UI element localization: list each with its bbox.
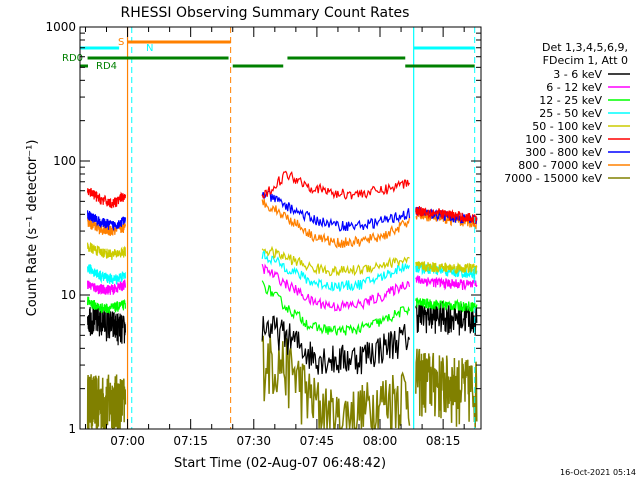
series-line-12-25-kev-p2 — [261, 280, 411, 336]
chart-title: RHESSI Observing Summary Count Rates — [121, 5, 410, 21]
series-line-7000-15000-kev-p1 — [86, 374, 127, 430]
series-line-3-6-kev-p3 — [415, 301, 478, 336]
series-line-100-300-kev-p1 — [87, 187, 126, 209]
series-line-300-800-kev-p1 — [87, 210, 126, 231]
series-line-25-50-kev-p3 — [415, 263, 478, 281]
x-axis-label: Start Time (02-Aug-07 06:48:42) — [174, 456, 386, 471]
x-tick-label: 08:15 — [426, 434, 461, 448]
flag-label-n: N — [146, 43, 153, 54]
x-tick-label: 07:45 — [300, 434, 335, 448]
series-line-100-300-kev-p3 — [415, 205, 478, 225]
flags-layer: S N RD0 RD4 — [62, 27, 476, 429]
series-line-800-7000-kev-p2 — [261, 198, 411, 249]
series-line-50-100-kev-p1 — [87, 241, 126, 260]
y-tick-label: 1 — [68, 422, 76, 436]
series-line-3-6-kev-p2 — [261, 315, 411, 375]
series-line-6-12-kev-p2 — [261, 263, 411, 312]
legend: Det 1,3,4,5,6,9, FDecim 1, Att 0 3 - 6 k… — [504, 41, 630, 185]
series-line-12-25-kev-p3 — [415, 296, 478, 313]
series-line-7000-15000-kev-p3 — [415, 348, 478, 428]
x-tick-label: 08:00 — [363, 434, 398, 448]
series-line-50-100-kev-p2 — [261, 245, 410, 277]
x-tick-label: 07:30 — [236, 434, 271, 448]
y-tick-label: 10 — [61, 288, 76, 302]
plot-frame — [79, 26, 482, 430]
series-line-6-12-kev-p1 — [87, 279, 126, 295]
y-axis-label: Count Rate (s⁻¹ detector⁻¹) — [25, 140, 40, 317]
flag-label-s: S — [118, 37, 124, 48]
flag-label-rd0: RD0 — [62, 53, 83, 64]
legend-header-1: Det 1,3,4,5,6,9, — [542, 41, 628, 54]
legend-entry-label: 3 - 6 keV — [553, 68, 602, 81]
legend-entry-label: 6 - 12 keV — [546, 81, 602, 94]
legend-entry-label: 12 - 25 keV — [539, 94, 602, 107]
series-line-12-25-kev-p1 — [87, 296, 126, 314]
y-tick-label: 100 — [53, 154, 76, 168]
series-line-25-50-kev-p1 — [87, 264, 126, 286]
series-line-300-800-kev-p2 — [261, 190, 411, 232]
legend-entry-label: 100 - 300 keV — [525, 133, 602, 146]
legend-entry-label: 800 - 7000 keV — [518, 159, 602, 172]
timestamp: 16-Oct-2021 05:14 — [560, 468, 636, 477]
legend-entry-label: 50 - 100 keV — [532, 120, 602, 133]
x-tick-label: 07:15 — [173, 434, 208, 448]
legend-entry-label: 7000 - 15000 keV — [504, 172, 602, 185]
y-tick-label: 1000 — [45, 20, 76, 34]
series-line-3-6-kev-p1 — [87, 304, 126, 346]
flag-label-rd4: RD4 — [96, 61, 117, 72]
data-layer — [86, 170, 478, 431]
legend-entry-label: 300 - 800 keV — [525, 146, 602, 159]
series-line-100-300-kev-p2 — [261, 170, 411, 200]
series-line-50-100-kev-p3 — [415, 261, 478, 274]
axis-layer: 1 10 100 1000 07:00 07:15 07:30 07:45 08:00 08:15 — [45, 20, 481, 448]
legend-entry-label: 25 - 50 keV — [539, 107, 602, 120]
series-line-25-50-kev-p2 — [261, 249, 411, 292]
legend-header-2: FDecim 1, Att 0 — [543, 54, 628, 67]
series-line-6-12-kev-p3 — [415, 275, 478, 291]
x-tick-label: 07:00 — [110, 434, 145, 448]
